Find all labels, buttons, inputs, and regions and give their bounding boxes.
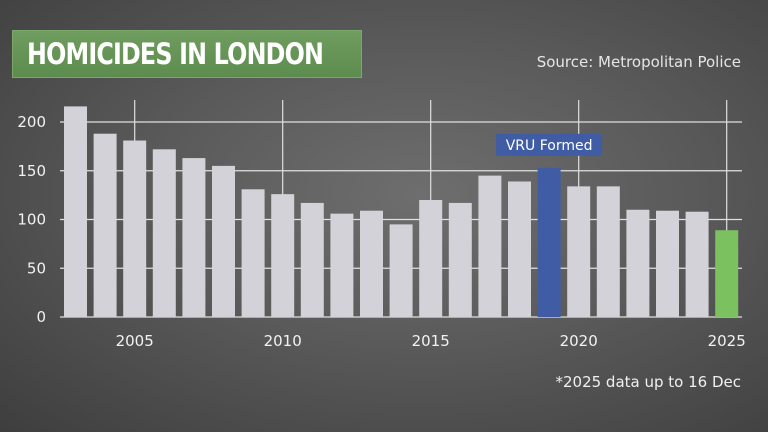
- bar-2007: [182, 158, 206, 317]
- bars: [64, 106, 739, 318]
- bar-2012: [330, 213, 354, 317]
- bar-2014: [389, 224, 413, 317]
- annotation-label: VRU Formed: [506, 138, 593, 154]
- chart-title: HOMICIDES IN LONDON: [27, 37, 324, 71]
- bar-2018: [508, 181, 531, 317]
- bar-2008: [212, 165, 235, 317]
- bar-2010: [271, 194, 295, 317]
- bar-2023: [656, 210, 679, 317]
- title-banner: HOMICIDES IN LONDON: [12, 30, 362, 78]
- bar-2019: [537, 167, 561, 317]
- x-axis: 2005 2010 2015 2020 2025: [116, 332, 746, 350]
- x-tick-label: 2015: [412, 332, 450, 350]
- y-tick-label: 100: [17, 211, 46, 229]
- bar-2021: [596, 186, 620, 317]
- y-tick-label: 200: [17, 113, 46, 131]
- bar-2011: [300, 202, 324, 317]
- annotations: VRU Formed: [496, 133, 603, 156]
- bar-2016: [448, 202, 472, 317]
- x-tick-label: 2025: [708, 332, 746, 350]
- y-tick-label: 150: [17, 162, 46, 180]
- bar-2017: [478, 175, 502, 317]
- bar-2013: [360, 210, 383, 317]
- bar-2003: [64, 106, 87, 318]
- bar-2006: [152, 149, 176, 317]
- footnote: *2025 data up to 16 Dec: [555, 373, 741, 391]
- y-tick-label: 0: [36, 308, 46, 326]
- source-label: Source: Metropolitan Police: [536, 53, 741, 71]
- y-tick-label: 50: [27, 259, 46, 277]
- x-tick-label: 2020: [560, 332, 598, 350]
- x-tick-label: 2005: [116, 332, 154, 350]
- bar-2004: [93, 133, 117, 317]
- y-axis: 0 50 100 150 200: [17, 113, 46, 326]
- bar-2020: [567, 186, 591, 317]
- x-tick-label: 2010: [264, 332, 302, 350]
- bar-2005: [123, 140, 147, 317]
- bar-2015: [419, 200, 443, 317]
- bar-2024: [685, 211, 709, 317]
- annotation-box: [496, 133, 603, 156]
- bar-2009: [241, 189, 265, 317]
- bar-2025: [715, 230, 739, 317]
- bar-2022: [626, 209, 650, 317]
